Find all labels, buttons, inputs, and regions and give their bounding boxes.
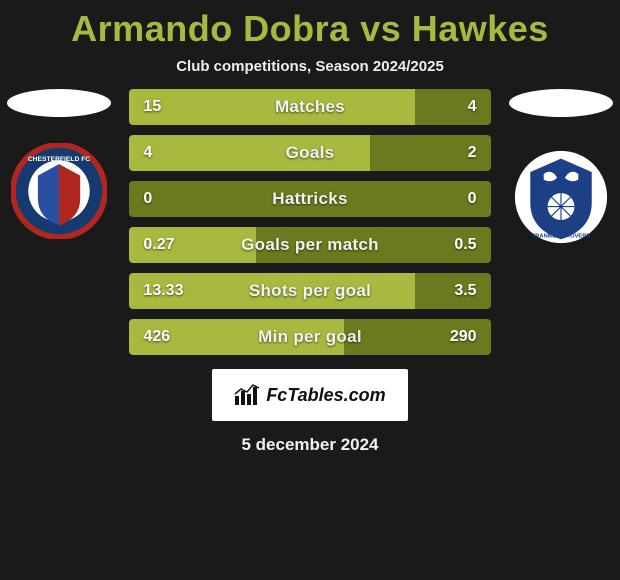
- brand-badge: FcTables.com: [212, 369, 408, 421]
- stat-value-right: 2: [468, 135, 477, 171]
- stat-value-right: 290: [450, 319, 477, 355]
- stat-value-right: 4: [468, 89, 477, 125]
- stat-label: Min per goal: [129, 319, 490, 355]
- stat-label: Shots per goal: [129, 273, 490, 309]
- stat-label: Hattricks: [129, 181, 490, 217]
- brand-text: FcTables.com: [266, 385, 385, 406]
- stat-bar: 13.33Shots per goal3.5: [129, 273, 490, 309]
- content-row: CHESTERFIELD FC 15Matches44Goals20Hattri…: [0, 87, 620, 355]
- right-player-col: TRANMERE ROVERS: [509, 87, 614, 245]
- stat-bar: 4Goals2: [129, 135, 490, 171]
- stat-value-right: 0: [468, 181, 477, 217]
- page-subtitle: Club competitions, Season 2024/2025: [0, 50, 620, 87]
- right-player-photo-placeholder: [509, 89, 613, 117]
- left-player-photo-placeholder: [7, 89, 111, 117]
- page-title: Armando Dobra vs Hawkes: [0, 0, 620, 50]
- stat-label: Matches: [129, 89, 490, 125]
- footer-date: 5 december 2024: [0, 421, 620, 455]
- stat-label: Goals per match: [129, 227, 490, 263]
- stat-bar: 0Hattricks0: [129, 181, 490, 217]
- stat-label: Goals: [129, 135, 490, 171]
- tranmere-badge: TRANMERE ROVERS: [513, 149, 609, 245]
- svg-text:TRANMERE ROVERS: TRANMERE ROVERS: [532, 233, 591, 239]
- stat-bar: 0.27Goals per match0.5: [129, 227, 490, 263]
- brand-chart-icon: [234, 384, 260, 406]
- stat-value-right: 3.5: [454, 273, 476, 309]
- stat-bar: 426Min per goal290: [129, 319, 490, 355]
- left-player-col: CHESTERFIELD FC: [6, 87, 111, 239]
- stat-value-right: 0.5: [454, 227, 476, 263]
- stat-bar: 15Matches4: [129, 89, 490, 125]
- chesterfield-badge: CHESTERFIELD FC: [11, 143, 107, 239]
- svg-text:CHESTERFIELD FC: CHESTERFIELD FC: [28, 156, 90, 163]
- stat-bars: 15Matches44Goals20Hattricks00.27Goals pe…: [129, 87, 490, 355]
